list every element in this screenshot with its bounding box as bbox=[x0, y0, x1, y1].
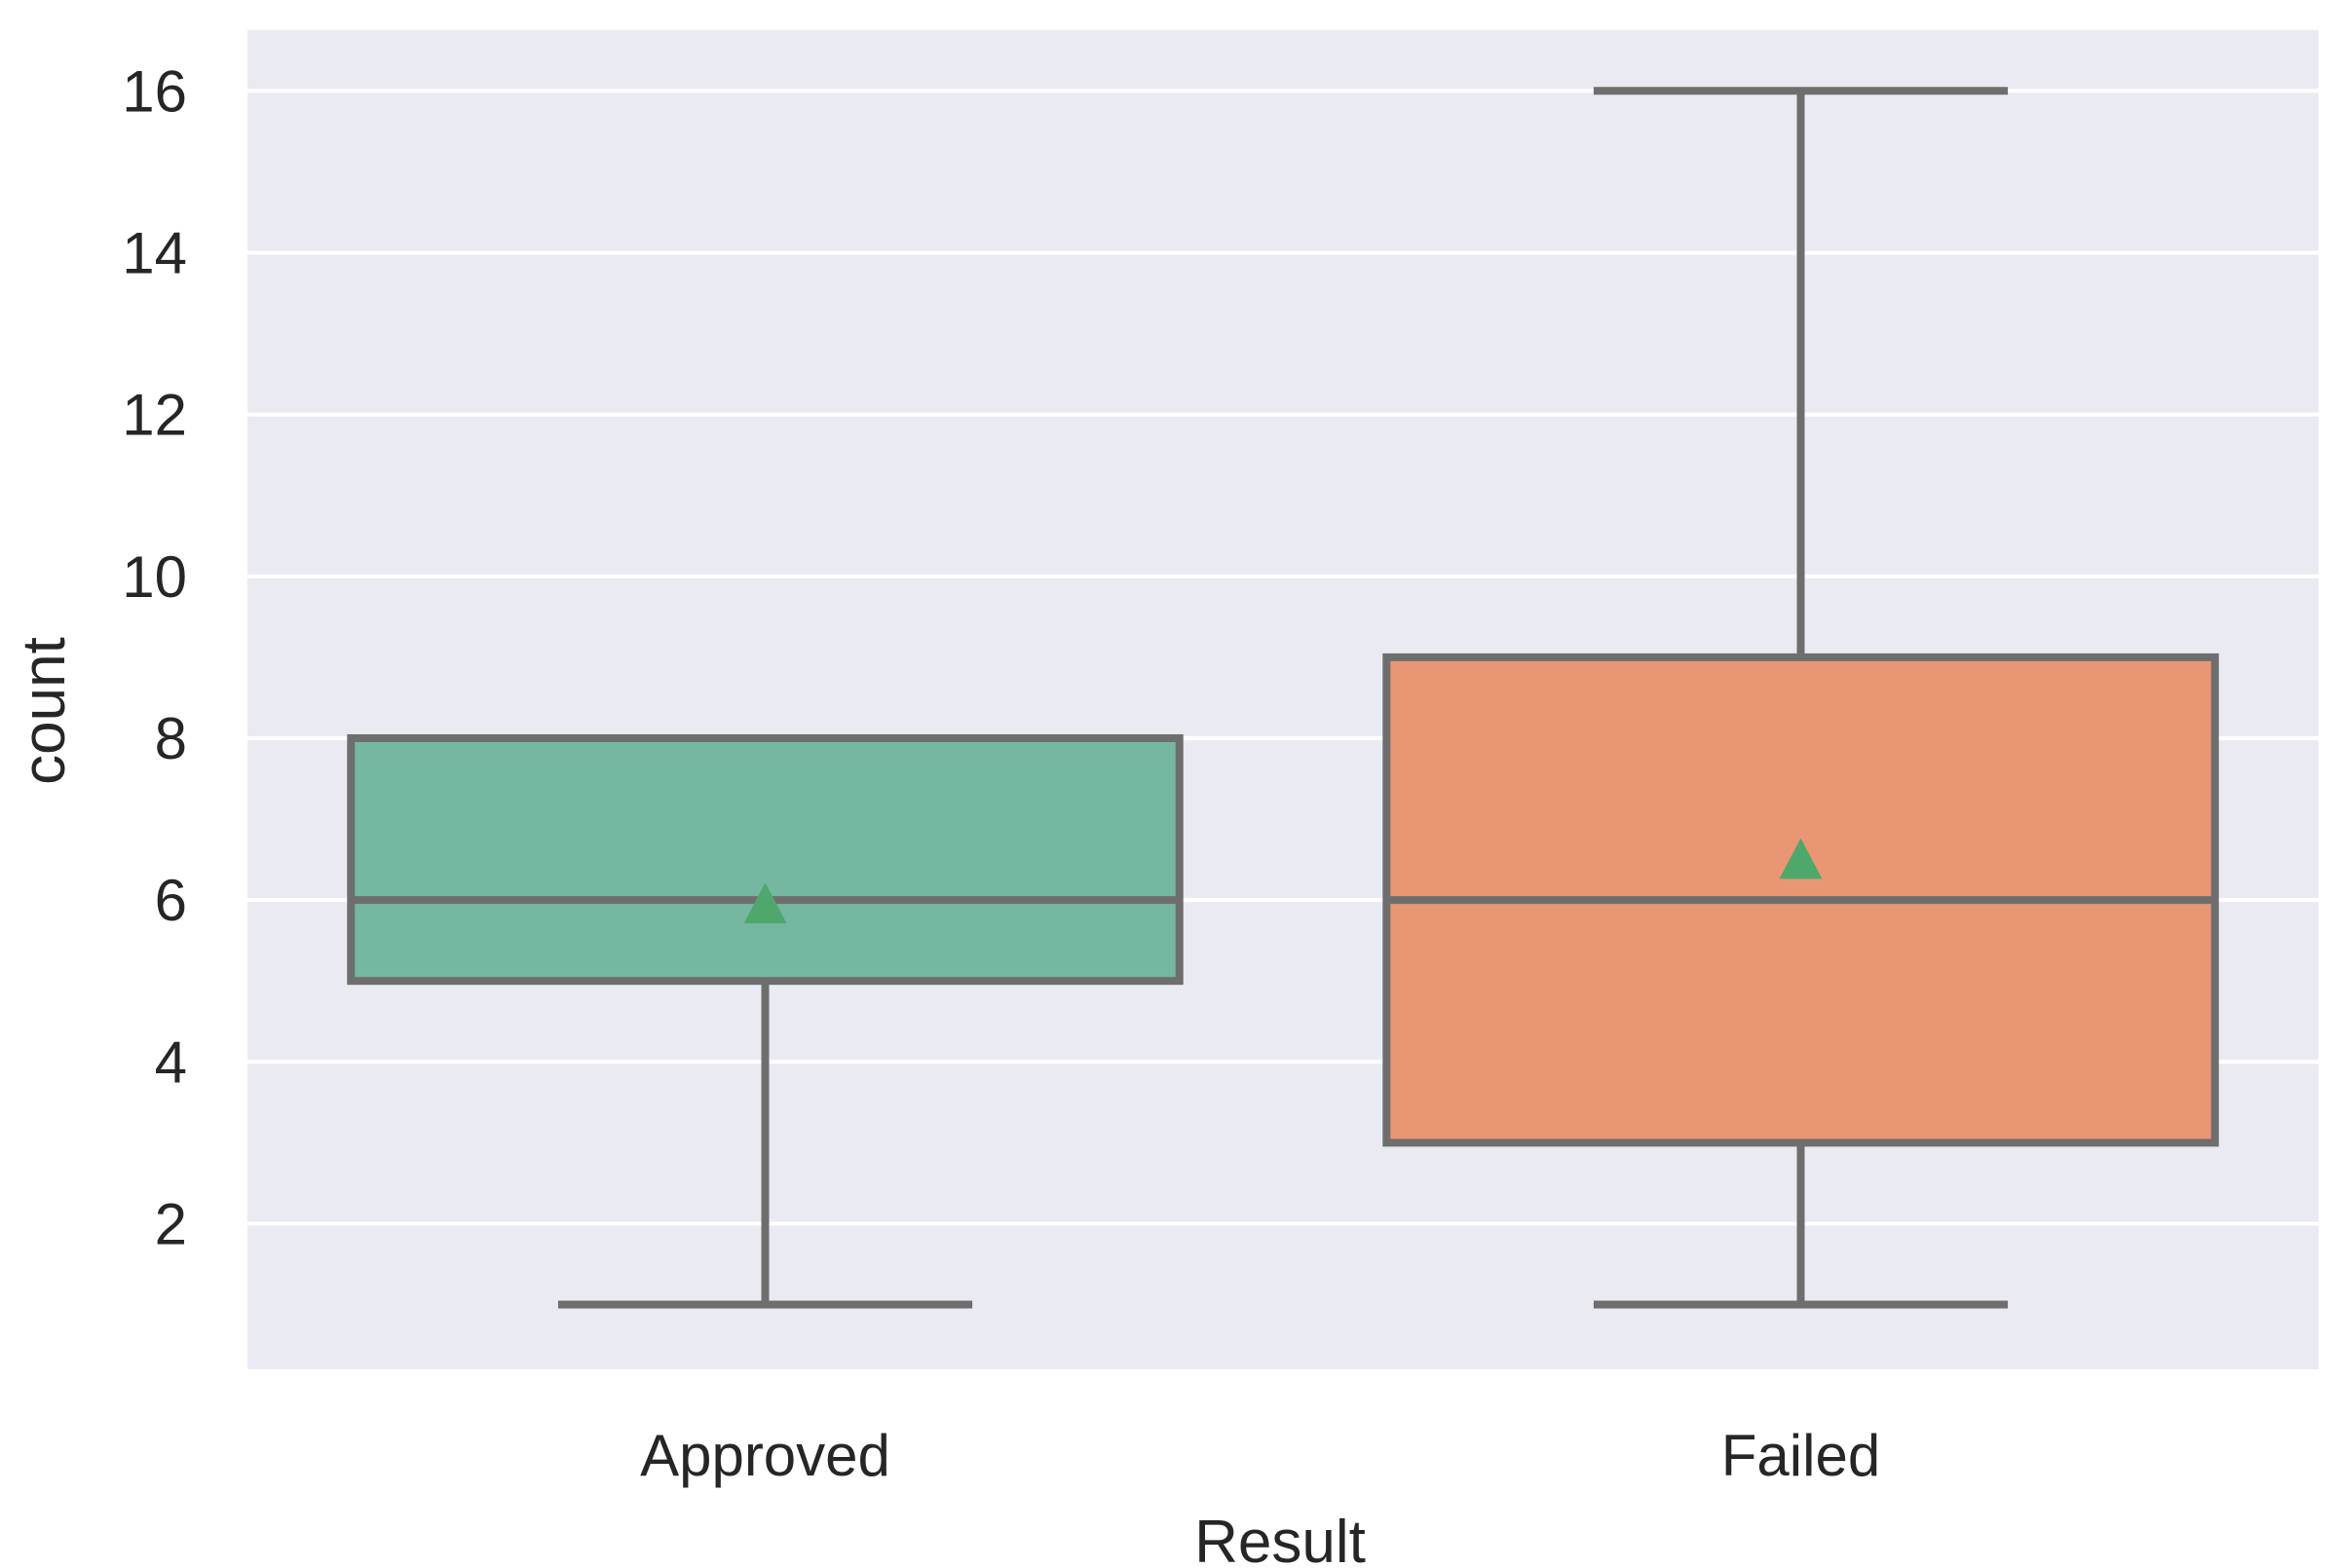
x-tick-label: Approved bbox=[640, 1423, 890, 1488]
boxes bbox=[347, 87, 2219, 1309]
mean-marker bbox=[1779, 838, 1823, 879]
x-tick-labels: Approved Failed bbox=[640, 1423, 1880, 1488]
y-tick-label: 6 bbox=[155, 868, 187, 933]
box-group-failed bbox=[1382, 87, 2219, 1309]
x-tick-label: Failed bbox=[1721, 1423, 1880, 1488]
y-tick-label: 4 bbox=[155, 1029, 187, 1095]
y-tick-label: 12 bbox=[122, 383, 187, 448]
box-iqr bbox=[347, 733, 1184, 986]
y-tick-labels: 2 4 6 8 10 12 14 16 bbox=[122, 58, 187, 1256]
y-tick-label: 8 bbox=[155, 706, 187, 771]
y-tick-label: 10 bbox=[122, 544, 187, 610]
y-tick-label: 14 bbox=[122, 220, 187, 285]
box-group-approved bbox=[347, 733, 1184, 1309]
y-tick-label: 2 bbox=[155, 1191, 187, 1256]
y-axis-label: count bbox=[11, 637, 78, 785]
x-axis-label: Result bbox=[1194, 1509, 1366, 1563]
mean-marker bbox=[743, 882, 787, 924]
y-tick-label: 16 bbox=[122, 58, 187, 124]
